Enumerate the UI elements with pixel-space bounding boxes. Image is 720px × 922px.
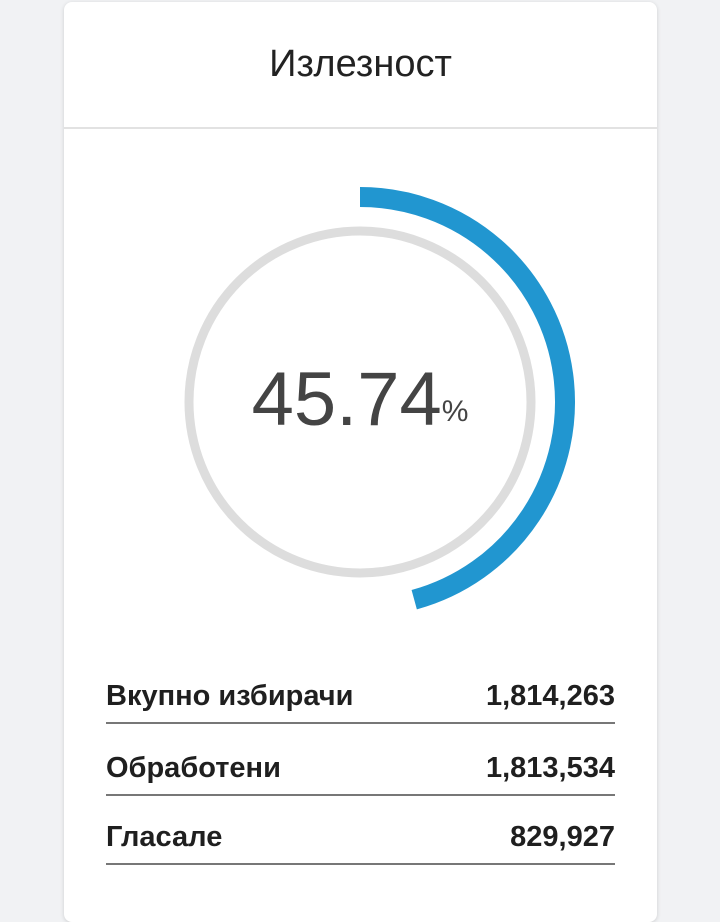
stat-value: 829,927 <box>510 821 615 853</box>
stat-row: Обработени 1,813,534 <box>106 750 615 796</box>
gauge-readout: 45.74% <box>252 357 469 442</box>
gauge: 45.74% <box>184 187 575 610</box>
gauge-track <box>184 226 536 578</box>
turnout-card: Излезност 45.74% Вкупно избирачи 1,814,26… <box>64 2 657 922</box>
gauge-value: 45.74 <box>252 357 442 442</box>
stat-label: Вкупно избирачи <box>106 680 354 712</box>
stat-label: Обработени <box>106 752 281 784</box>
stat-value: 1,813,534 <box>485 752 615 784</box>
gauge-arc <box>359 187 575 610</box>
stat-row: Гласале 829,927 <box>106 819 615 865</box>
page: Излезност 45.74% Вкупно избирачи 1,814,26… <box>64 2 657 922</box>
card-title: Излезност <box>64 2 657 129</box>
stat-label: Гласале <box>106 821 223 853</box>
gauge-unit: % <box>442 395 469 428</box>
stat-value: 1,814,263 <box>485 680 615 712</box>
stat-row: Вкупно избирачи 1,814,263 <box>106 678 615 724</box>
